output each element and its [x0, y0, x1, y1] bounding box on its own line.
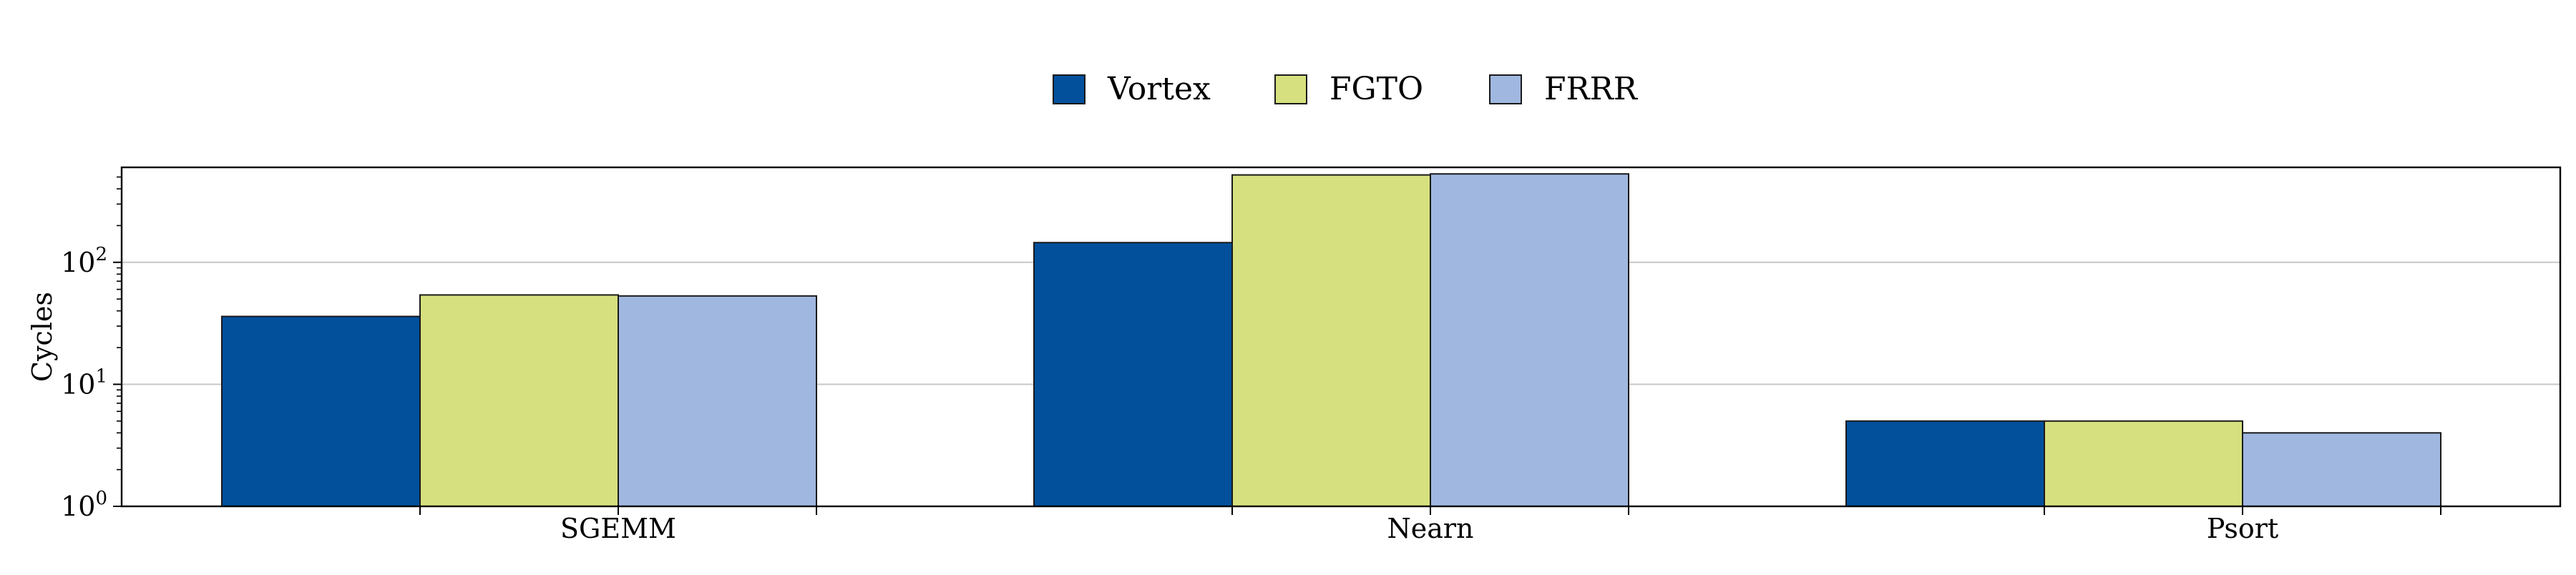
y-tick-label-0: 100 — [61, 488, 107, 522]
legend-label-vortex: Vortex — [1107, 71, 1211, 107]
bars — [221, 173, 2441, 508]
y-tick-label-1: 101 — [61, 365, 107, 400]
bar-nearn-fgto — [1231, 174, 1431, 508]
legend-swatch-frrr — [1489, 74, 1522, 104]
legend: Vortex FGTO FRRR — [1053, 71, 1639, 107]
legend-swatch-vortex — [1053, 74, 1085, 104]
x-tick-label-psort: Psort — [2207, 513, 2278, 544]
x-tick-label-nearn: Nearn — [1387, 513, 1473, 544]
bar-sgemm-frrr — [618, 295, 817, 507]
legend-item-frrr: FRRR — [1489, 71, 1639, 107]
legend-label-fgto: FGTO — [1330, 71, 1423, 107]
x-tick-label-sgemm: SGEMM — [560, 513, 676, 544]
legend-swatch-fgto — [1274, 74, 1307, 104]
y-axis: 100 101 102 — [61, 176, 122, 522]
legend-item-vortex: Vortex — [1053, 71, 1211, 107]
y-tick-label-2: 102 — [61, 244, 107, 278]
bar-psort-vortex — [1845, 420, 2045, 507]
bar-sgemm-vortex — [221, 315, 421, 507]
y-axis-label: Cycles — [26, 292, 58, 382]
bar-nearn-vortex — [1033, 242, 1233, 507]
bar-nearn-frrr — [1430, 173, 1629, 508]
x-axis: SGEMM Nearn Psort — [419, 506, 2441, 544]
bar-sgemm-fgto — [419, 294, 619, 507]
bar-psort-fgto — [2044, 420, 2243, 507]
bar-psort-frrr — [2242, 432, 2441, 508]
legend-item-fgto: FGTO — [1274, 71, 1423, 107]
plot-area-frame — [120, 166, 2562, 508]
legend-label-frrr: FRRR — [1544, 71, 1639, 107]
